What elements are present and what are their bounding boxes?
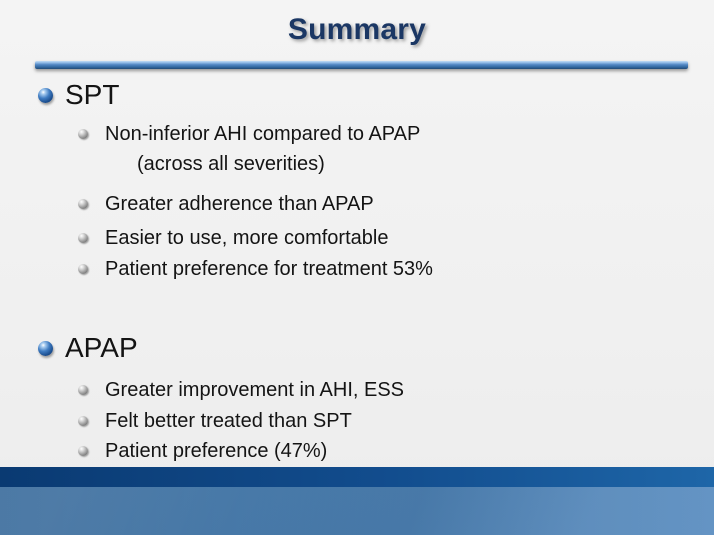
section-heading: APAP: [65, 332, 138, 363]
level2-bullet-icon: [78, 446, 88, 456]
bullet-text: Felt better treated than SPT: [105, 410, 352, 432]
level2-bullet-icon: [78, 233, 88, 243]
bullet-text: Greater improvement in AHI, ESS: [105, 379, 405, 401]
bullet-row: Non-inferior AHI compared to APAP (acros…: [78, 122, 420, 176]
slide-title: Summary: [287, 13, 427, 46]
level2-bullet-icon: [78, 199, 88, 209]
level2-bullet-icon: [78, 385, 88, 395]
section-heading-row: SPT: [38, 80, 119, 110]
bullet-text: Patient preference for treatment 53%: [105, 258, 433, 280]
bullet-row: Patient preference for treatment 53%: [78, 257, 433, 281]
bullet-row: Greater adherence than APAP: [78, 192, 374, 216]
bullet-row: Easier to use, more comfortable: [78, 226, 388, 250]
level2-bullet-icon: [78, 416, 88, 426]
level1-bullet-icon: [38, 88, 53, 103]
bullet-row: Greater improvement in AHI, ESS: [78, 378, 404, 402]
bullet-row: Patient preference (47%): [78, 439, 327, 463]
title-divider-bar: [35, 61, 688, 69]
footer-band: [0, 487, 714, 535]
level2-bullet-icon: [78, 264, 88, 274]
section-heading-row: APAP: [38, 333, 138, 363]
bullet-text: Patient preference (47%): [105, 440, 328, 462]
bullet-text: Greater adherence than APAP: [105, 193, 374, 215]
section-heading: SPT: [65, 79, 120, 110]
bullet-text: Non-inferior AHI compared to APAP: [105, 123, 421, 145]
bullet-row: Felt better treated than SPT: [78, 409, 352, 433]
bullet-text-continuation: (across all severities): [137, 153, 325, 175]
bullet-text-wrap: Non-inferior AHI compared to APAP (acros…: [105, 122, 420, 176]
level1-bullet-icon: [38, 341, 53, 356]
bullet-text: Easier to use, more comfortable: [105, 227, 389, 249]
footer-accent-strip: [0, 467, 714, 487]
level2-bullet-icon: [78, 129, 88, 139]
